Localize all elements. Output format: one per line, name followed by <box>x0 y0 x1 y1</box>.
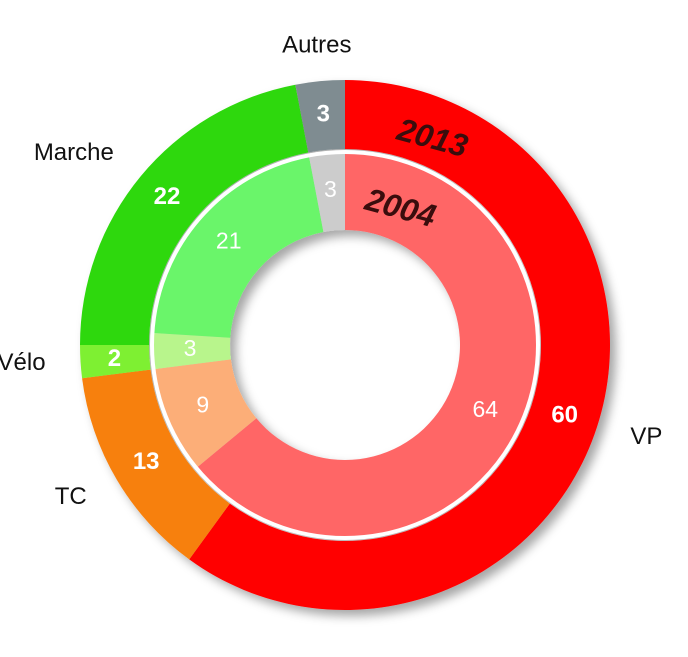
donut-segment <box>153 332 231 370</box>
value-label: 9 <box>196 392 209 418</box>
donut-segment <box>154 359 257 468</box>
value-label: 13 <box>133 448 160 475</box>
donut-segment <box>80 84 309 345</box>
value-label: 22 <box>154 183 181 210</box>
value-label: 64 <box>472 396 498 422</box>
value-label: 3 <box>324 176 337 202</box>
donut-segment <box>189 80 610 610</box>
donut-segment <box>82 369 230 560</box>
category-label: TC <box>55 483 87 510</box>
value-label: 3 <box>184 335 197 361</box>
value-label: 3 <box>317 100 330 127</box>
category-label: Vélo <box>0 349 46 376</box>
category-label: Autres <box>282 32 351 59</box>
value-label: 2 <box>108 345 121 372</box>
category-label: Marche <box>34 139 114 166</box>
ring-separator <box>150 150 540 540</box>
value-label: 60 <box>551 402 578 429</box>
donut-segment <box>309 153 345 233</box>
donut-segment <box>80 345 151 379</box>
donut-segment <box>197 153 537 537</box>
donut-segment <box>153 156 324 338</box>
value-label: 21 <box>216 228 242 254</box>
donut <box>80 80 610 610</box>
category-label: VP <box>630 423 662 450</box>
donut-segment <box>295 80 345 153</box>
